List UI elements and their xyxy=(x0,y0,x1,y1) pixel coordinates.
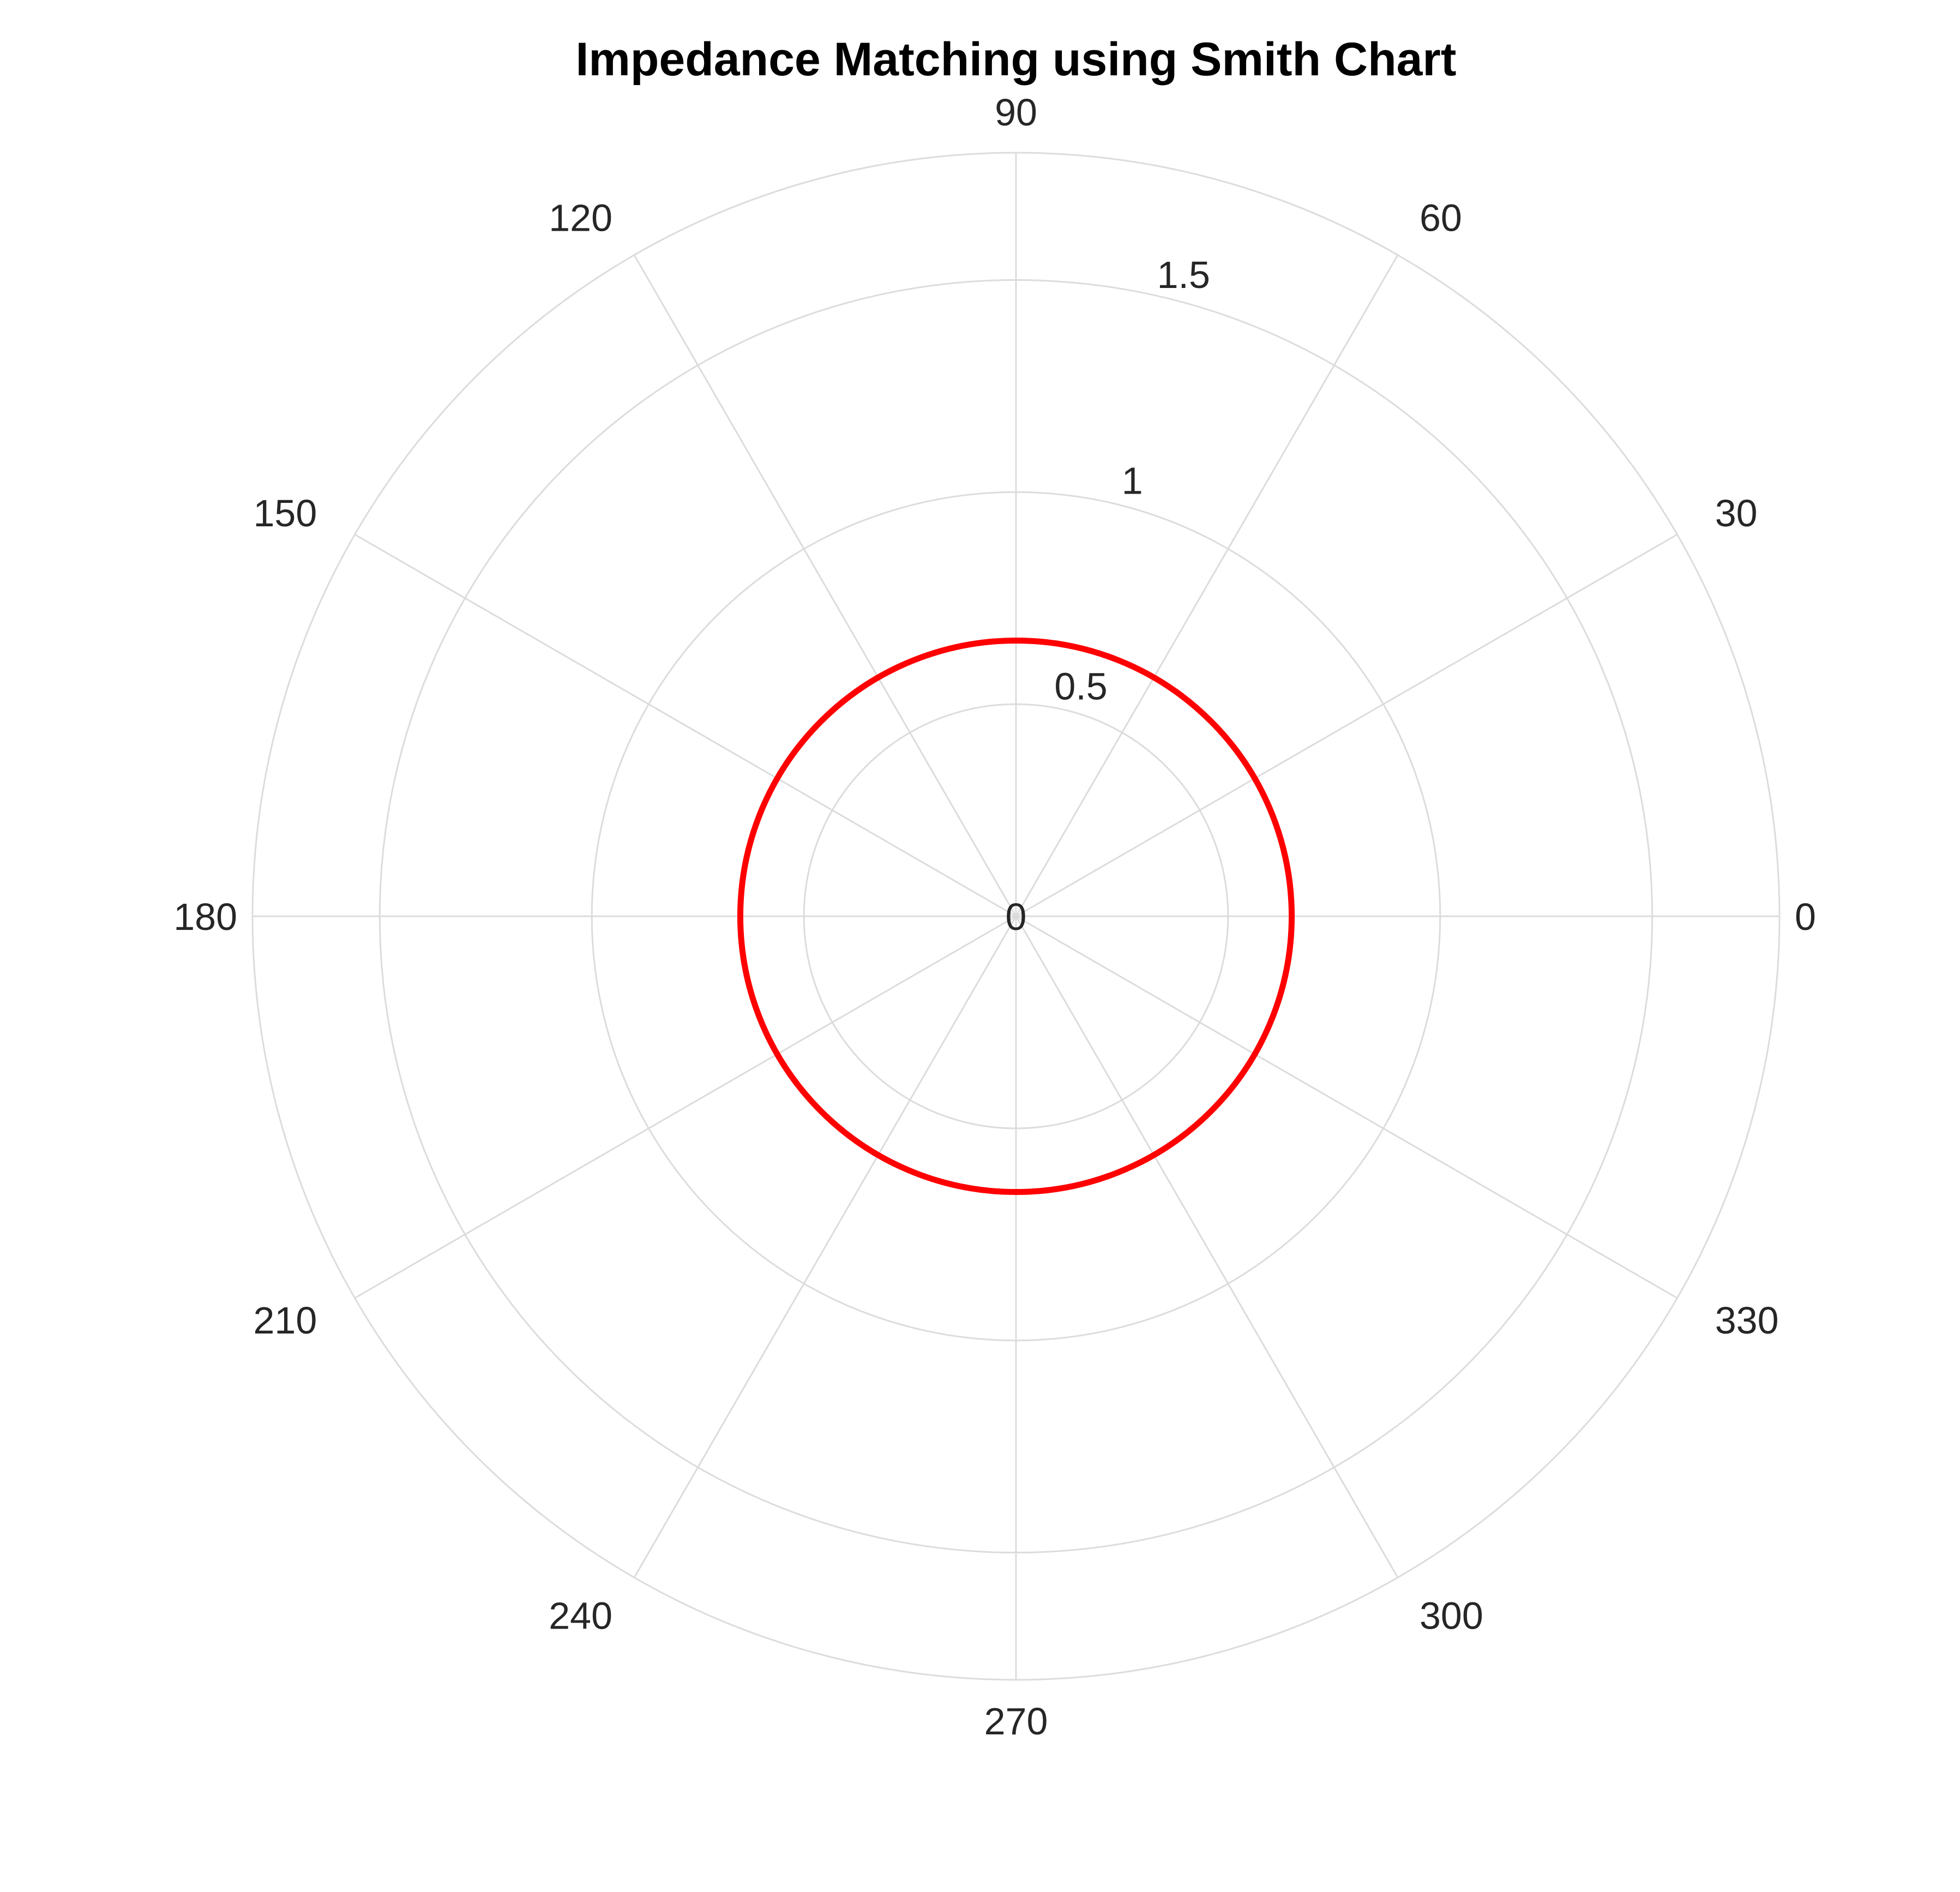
angular-tick-label: 300 xyxy=(1420,1595,1483,1637)
chart-title: Impedance Matching using Smith Chart xyxy=(575,33,1456,86)
angular-grid-spoke xyxy=(1015,533,1678,917)
radial-tick-label: 0.5 xyxy=(1054,665,1107,708)
angular-tick-label: 180 xyxy=(173,896,237,938)
angular-grid-spoke xyxy=(633,254,1017,917)
angular-tick-label: 120 xyxy=(549,196,612,239)
radial-tick-labels: 0 0.5 1 1.5 xyxy=(1006,254,1210,938)
angular-tick-label: 30 xyxy=(1715,492,1758,534)
angular-tick-label: 240 xyxy=(549,1595,612,1637)
angular-grid-spoke xyxy=(1015,915,1678,1299)
radial-tick-label: 1.5 xyxy=(1157,254,1210,296)
angular-grid-spoke xyxy=(354,533,1017,917)
series-line xyxy=(737,637,1295,1196)
angular-tick-label: 210 xyxy=(253,1299,317,1342)
radial-tick-label: 0 xyxy=(1006,896,1027,938)
series-layer xyxy=(737,637,1295,1196)
angular-grid-spoke xyxy=(633,916,1017,1578)
angular-grid-spoke xyxy=(1015,916,1399,1578)
angular-tick-labels: 0 30 60 90 120 150 180 210 240 270 300 330 xyxy=(173,91,1816,1743)
angular-tick-label: 60 xyxy=(1420,196,1462,239)
radial-tick-label: 1 xyxy=(1122,459,1143,502)
angular-tick-label: 90 xyxy=(995,91,1037,134)
angular-grid-spoke xyxy=(354,915,1017,1299)
angular-grid-spoke xyxy=(1015,254,1399,917)
angular-grid xyxy=(252,153,1779,1680)
angular-tick-label: 270 xyxy=(984,1700,1048,1743)
angular-tick-label: 0 xyxy=(1795,896,1816,938)
angular-tick-label: 150 xyxy=(253,492,317,534)
angular-tick-label: 330 xyxy=(1715,1299,1779,1342)
